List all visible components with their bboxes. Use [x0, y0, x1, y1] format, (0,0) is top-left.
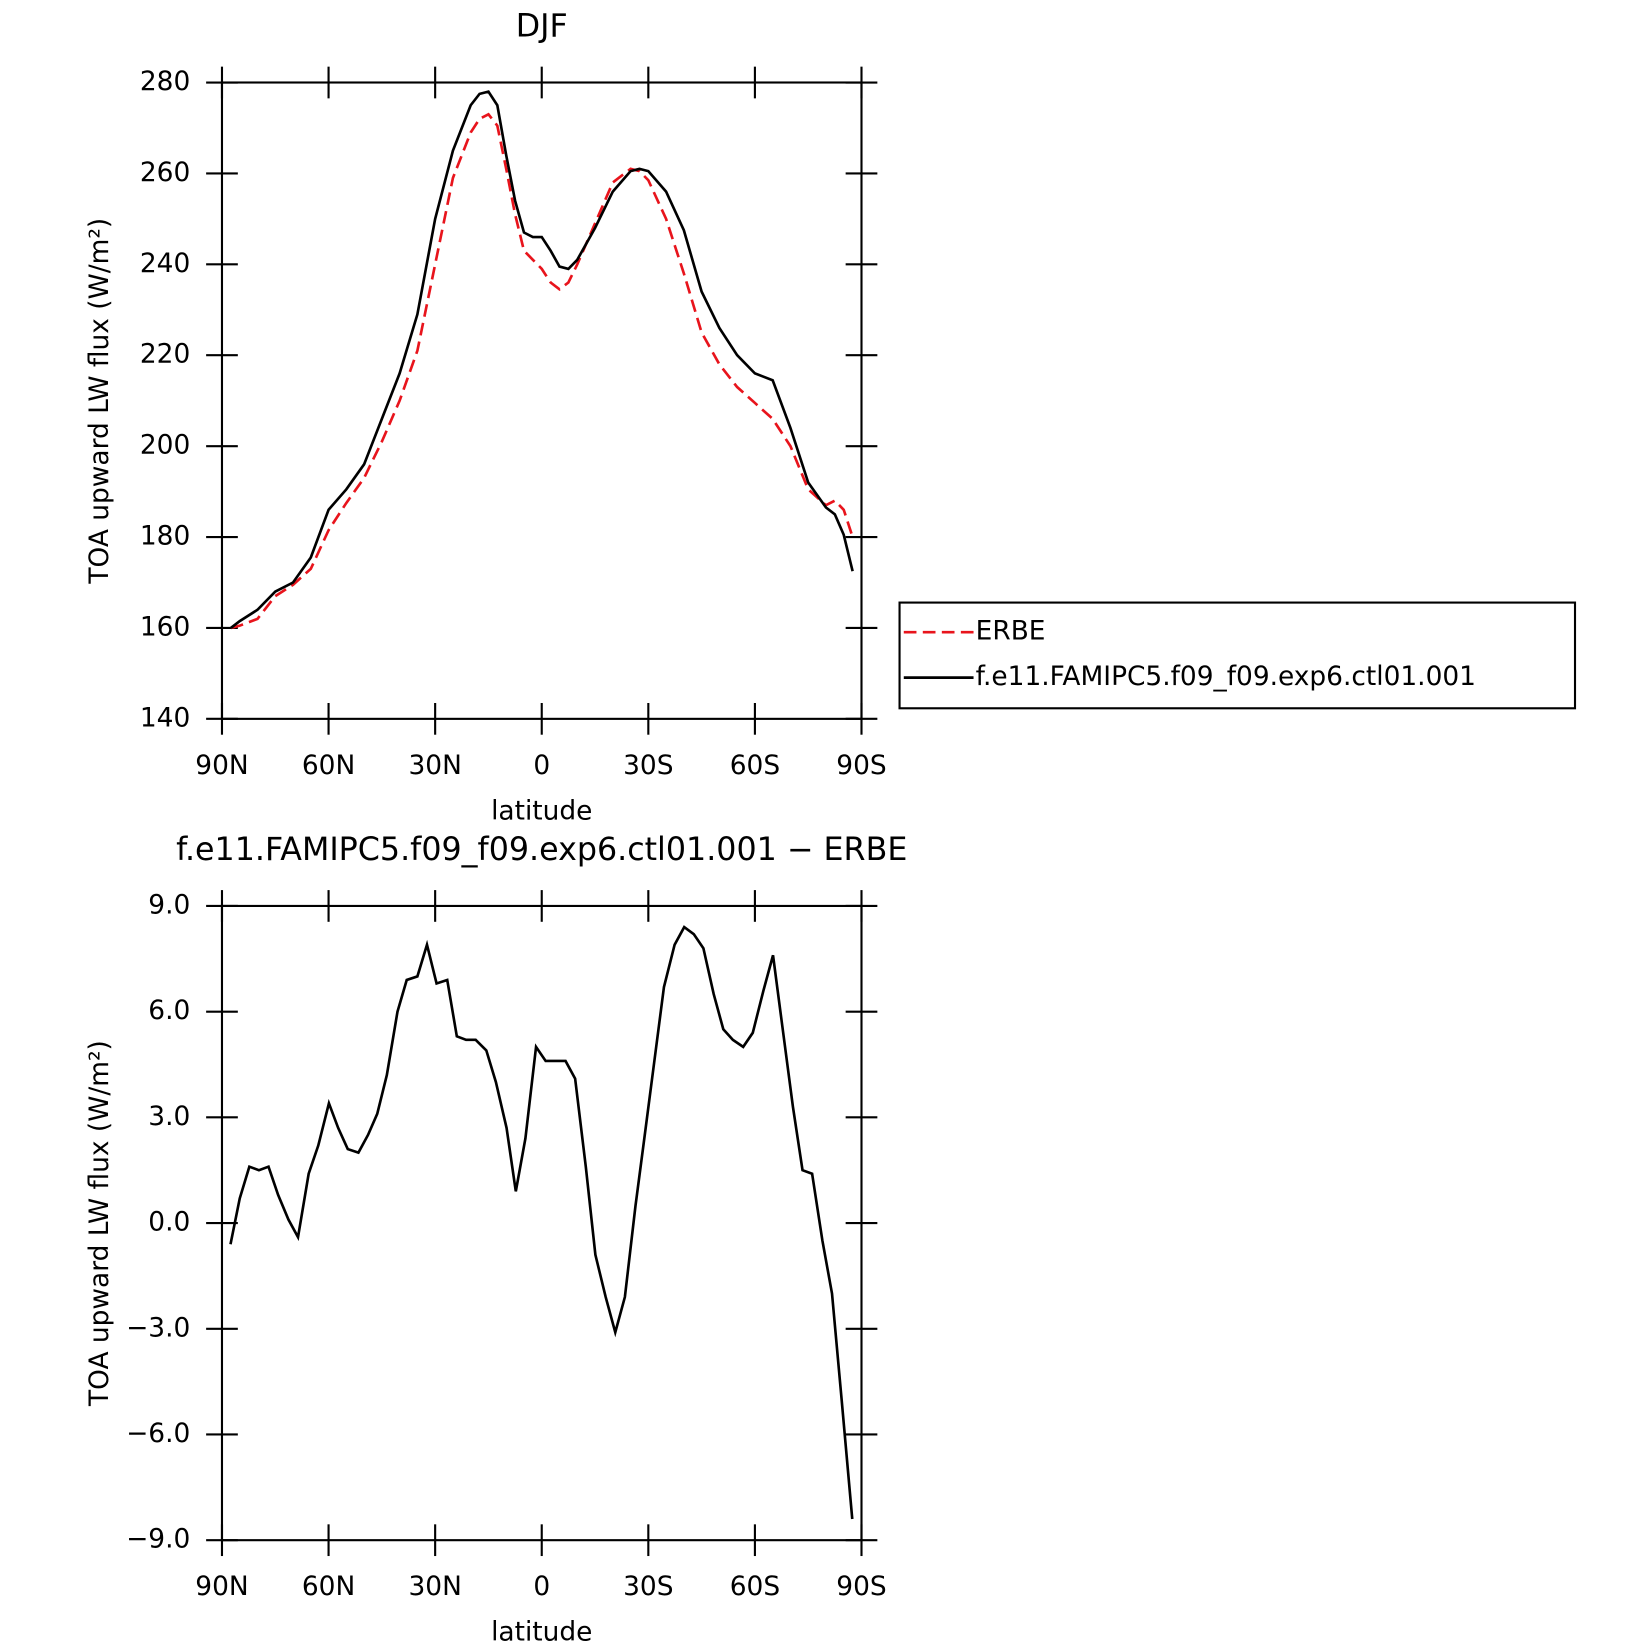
y-tick-label: 140 [140, 702, 190, 733]
y-tick-label: 0.0 [148, 1207, 190, 1238]
x-tick-label: 60S [730, 750, 780, 781]
x-tick-label: 90S [836, 1571, 886, 1602]
chart-title: DJF [516, 9, 568, 45]
x-tick-label: 90S [836, 750, 886, 781]
x-tick-label: 90N [195, 1571, 248, 1602]
y-tick-label: −3.0 [126, 1312, 190, 1343]
x-tick-label: 30S [623, 1571, 673, 1602]
chart-title: f.e11.FAMIPC5.f09_f09.exp6.ctl01.001 − E… [176, 832, 907, 868]
x-axis-label: latitude [491, 1617, 592, 1647]
x-tick-label: 0 [533, 1571, 550, 1602]
data-line [229, 925, 854, 1520]
y-tick-label: 220 [140, 339, 190, 370]
plot-frame [220, 81, 863, 720]
y-tick-label: 160 [140, 611, 190, 642]
y-tick-label: −9.0 [126, 1524, 190, 1555]
x-tick-label: 90N [195, 750, 248, 781]
y-tick-label: −6.0 [126, 1418, 190, 1449]
plot-frame [220, 904, 863, 1542]
y-tick-label: 180 [140, 521, 190, 552]
y-tick-label: 260 [140, 157, 190, 188]
y-axis-label: TOA upward LW flux (W/m²) [84, 218, 115, 585]
y-tick-label: 200 [140, 430, 190, 461]
x-tick-label: 60N [302, 750, 355, 781]
y-tick-label: 6.0 [148, 995, 190, 1026]
x-tick-label: 60N [302, 1571, 355, 1602]
y-tick-label: 240 [140, 248, 190, 279]
data-line [230, 112, 854, 630]
x-tick-label: 30S [623, 750, 673, 781]
x-tick-label: 60S [730, 1571, 780, 1602]
x-tick-label: 0 [533, 750, 550, 781]
legend-label: ERBE [976, 616, 1046, 647]
data-line [230, 90, 854, 629]
legend-box [898, 601, 1577, 710]
x-tick-label: 30N [408, 1571, 461, 1602]
x-tick-label: 30N [408, 750, 461, 781]
legend-label: f.e11.FAMIPC5.f09_f09.exp6.ctl01.001 [976, 661, 1476, 692]
y-axis-label: TOA upward LW flux (W/m²) [84, 1040, 115, 1407]
y-tick-label: 9.0 [148, 889, 190, 920]
x-axis-label: latitude [491, 795, 592, 826]
y-tick-label: 3.0 [148, 1101, 190, 1132]
y-tick-label: 280 [140, 66, 190, 97]
